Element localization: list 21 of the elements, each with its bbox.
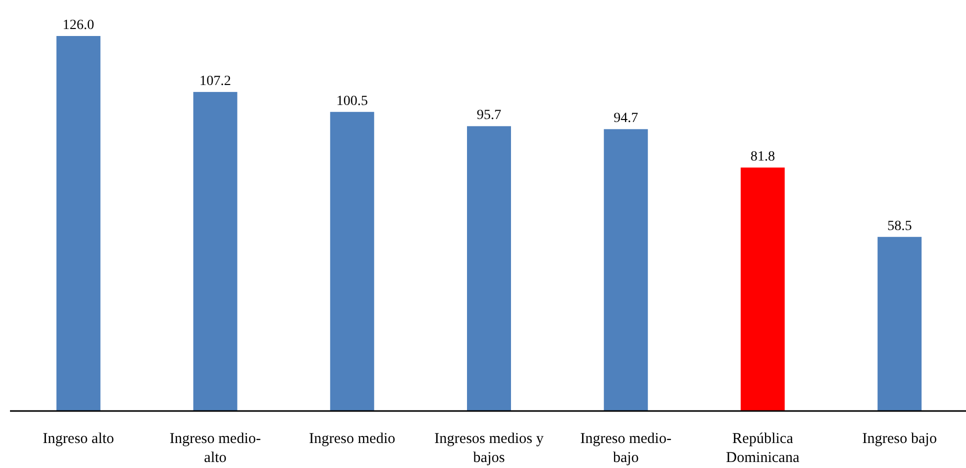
- data-label: 126.0: [62, 18, 94, 33]
- data-label: 107.2: [200, 74, 232, 89]
- x-tick-label: Ingreso alto: [42, 431, 114, 447]
- x-tick-label: Ingresos medios y bajos: [434, 431, 544, 466]
- data-label: 81.8: [750, 150, 775, 165]
- bar: [878, 236, 922, 411]
- data-label: 95.7: [476, 108, 502, 124]
- bar: [467, 126, 511, 411]
- bar: [56, 36, 100, 411]
- x-tick-label: Ingreso medio-alto: [170, 431, 261, 466]
- x-tick-label: Ingreso medio: [309, 431, 396, 447]
- data-label: 94.7: [614, 111, 638, 126]
- data-label: 58.5: [887, 218, 912, 234]
- bar: [740, 168, 785, 411]
- x-tick-label: República Dominicana: [726, 431, 800, 466]
- x-tick-label: Ingreso bajo: [862, 431, 937, 447]
- x-tick-label: Ingreso medio-bajo: [580, 431, 672, 466]
- bar: [193, 92, 238, 411]
- bar: [330, 112, 374, 411]
- bar: [604, 129, 648, 411]
- data-label: 100.5: [336, 94, 368, 109]
